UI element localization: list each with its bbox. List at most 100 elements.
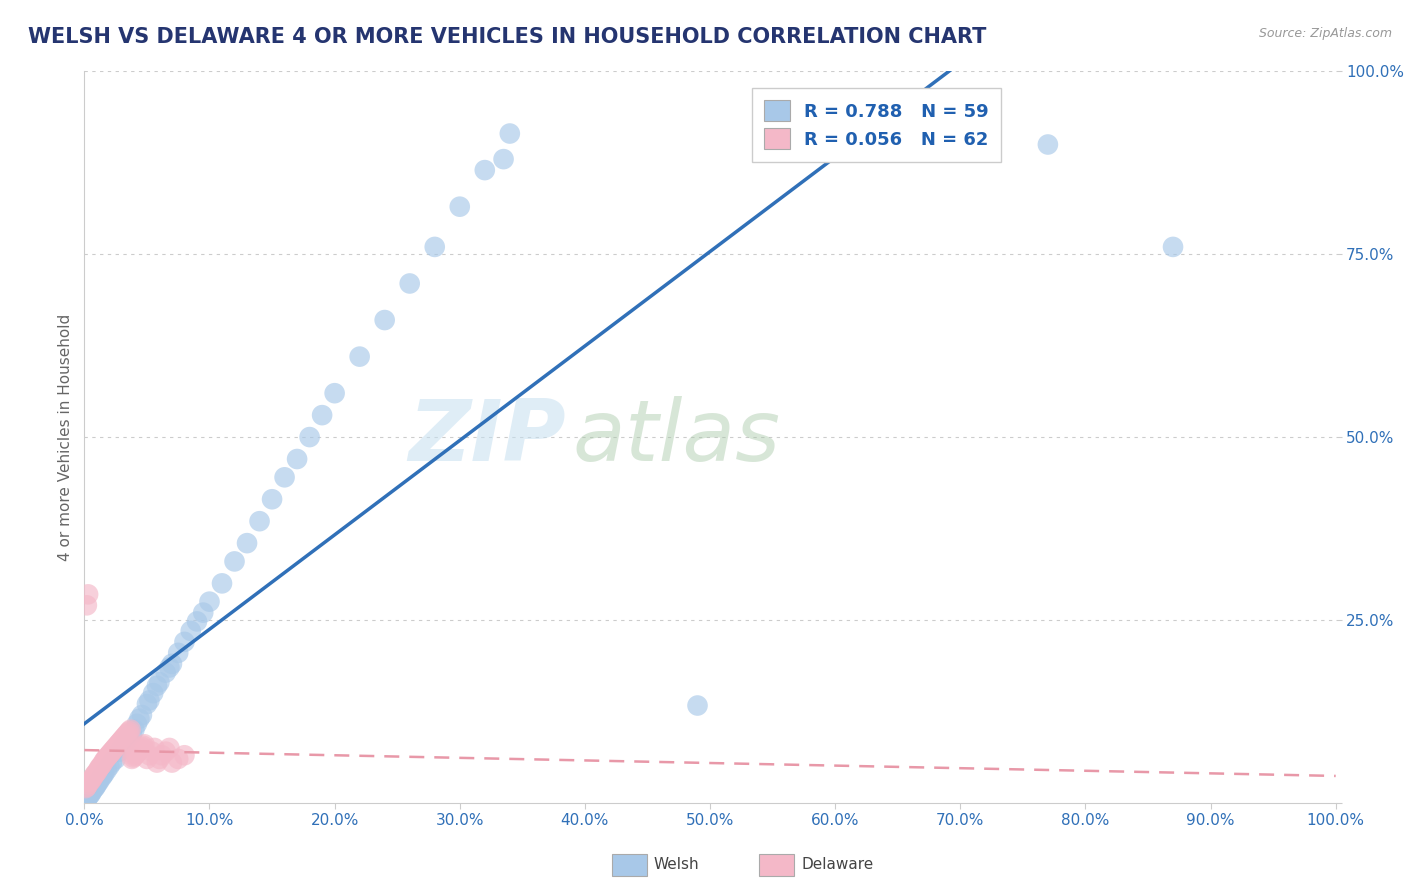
Point <box>80 772 103 787</box>
Point <box>186 615 208 629</box>
Point <box>79 789 101 803</box>
Point <box>93 753 115 767</box>
Point <box>211 576 233 591</box>
Point <box>173 748 195 763</box>
Point <box>159 660 181 674</box>
Point <box>125 746 148 760</box>
Point <box>193 606 215 620</box>
Point <box>90 757 112 772</box>
Point <box>94 752 117 766</box>
Point <box>93 766 115 780</box>
Point <box>112 737 135 751</box>
Point <box>79 775 101 789</box>
Point <box>160 657 183 671</box>
Point <box>101 756 124 770</box>
Point <box>129 741 152 756</box>
Point <box>82 770 104 784</box>
Point <box>75 781 97 796</box>
Point <box>118 724 141 739</box>
Point <box>449 200 471 214</box>
Point <box>273 470 295 484</box>
Point <box>100 746 122 760</box>
Point <box>80 785 103 799</box>
Point <box>134 737 156 751</box>
Point <box>111 732 134 747</box>
Point <box>160 756 183 770</box>
Point <box>101 743 124 757</box>
Point <box>105 739 128 753</box>
Y-axis label: 4 or more Vehicles in Household: 4 or more Vehicles in Household <box>58 313 73 561</box>
Point <box>86 765 108 780</box>
Point <box>224 554 246 568</box>
Point <box>148 752 170 766</box>
Point <box>120 723 142 737</box>
Text: Welsh: Welsh <box>654 857 699 871</box>
Point <box>686 698 709 713</box>
Point <box>131 708 153 723</box>
Point <box>148 675 170 690</box>
Point <box>492 152 515 166</box>
Point <box>101 745 124 759</box>
Point <box>128 712 150 726</box>
Point <box>112 731 135 746</box>
Point <box>108 736 131 750</box>
Point <box>122 750 145 764</box>
Point <box>1161 240 1184 254</box>
Point <box>423 240 446 254</box>
Point <box>167 752 190 766</box>
Point <box>323 386 346 401</box>
Text: Delaware: Delaware <box>801 857 873 871</box>
Point <box>141 745 163 759</box>
Point <box>474 163 496 178</box>
Point <box>499 127 522 141</box>
Point <box>167 646 190 660</box>
Point <box>311 408 333 422</box>
Point <box>111 740 134 755</box>
Point <box>83 781 105 796</box>
Point <box>146 756 169 770</box>
Point <box>143 740 166 755</box>
Point <box>97 749 120 764</box>
Point <box>155 745 177 759</box>
Point <box>285 452 308 467</box>
Point <box>125 716 148 731</box>
Text: Source: ZipAtlas.com: Source: ZipAtlas.com <box>1258 27 1392 40</box>
Point <box>198 594 221 608</box>
Point <box>173 635 195 649</box>
Point <box>83 768 105 782</box>
Point <box>76 792 98 806</box>
Point <box>114 729 136 743</box>
Point <box>262 492 284 507</box>
Point <box>91 756 114 770</box>
Point <box>398 277 420 291</box>
Point <box>112 730 135 744</box>
Point <box>87 775 110 789</box>
Point <box>87 763 110 777</box>
Point <box>115 727 138 741</box>
Point <box>82 782 104 797</box>
Point <box>124 747 146 762</box>
Legend: R = 0.788   N = 59, R = 0.056   N = 62: R = 0.788 N = 59, R = 0.056 N = 62 <box>752 87 1001 162</box>
Point <box>349 350 371 364</box>
Text: WELSH VS DELAWARE 4 OR MORE VEHICLES IN HOUSEHOLD CORRELATION CHART: WELSH VS DELAWARE 4 OR MORE VEHICLES IN … <box>28 27 987 46</box>
Point <box>96 763 118 777</box>
Point <box>104 752 127 766</box>
Point <box>86 778 108 792</box>
Point <box>77 789 100 804</box>
Point <box>98 747 121 762</box>
Point <box>90 759 112 773</box>
Point <box>76 780 98 794</box>
Point <box>89 773 111 788</box>
Point <box>84 780 107 794</box>
Point <box>121 752 143 766</box>
Point <box>107 737 129 751</box>
Point <box>108 745 131 759</box>
Point <box>91 768 114 782</box>
Point <box>104 740 127 755</box>
Point <box>155 665 177 680</box>
Point <box>159 740 181 755</box>
Point <box>131 740 153 755</box>
Point <box>79 773 101 788</box>
Point <box>117 725 139 739</box>
Text: atlas: atlas <box>572 395 780 479</box>
